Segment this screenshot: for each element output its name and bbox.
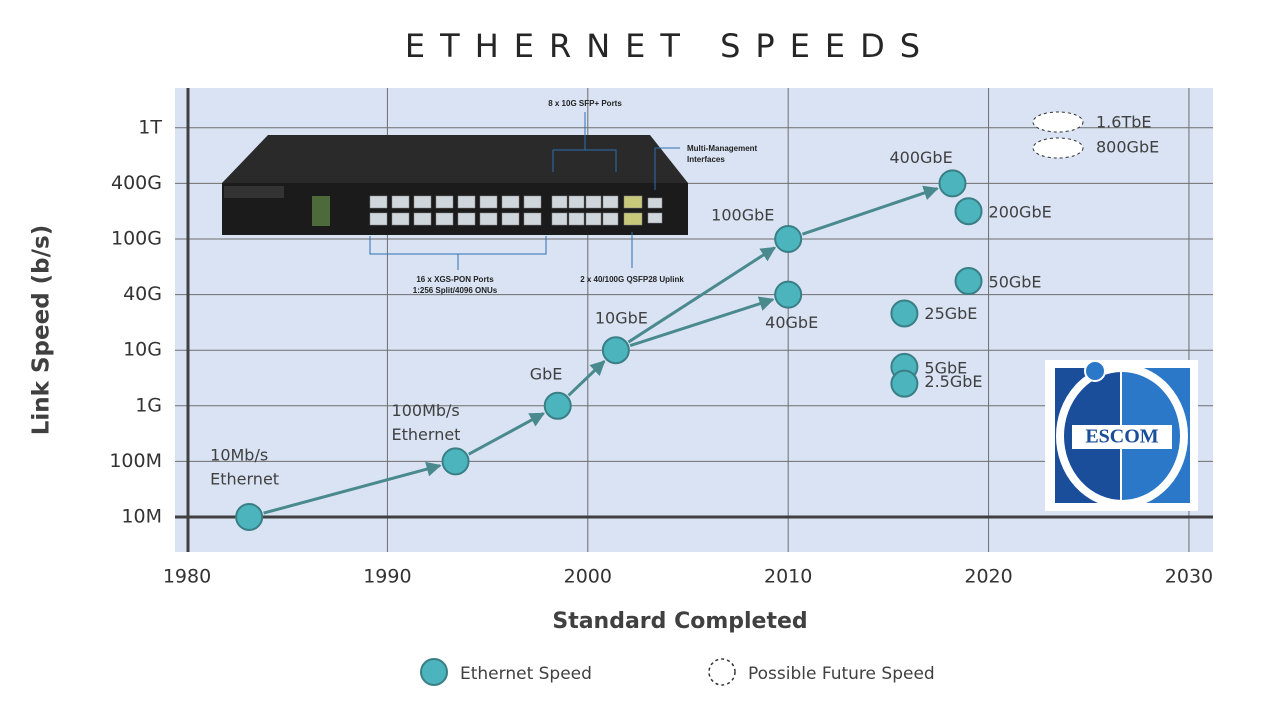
y-axis-title: Link Speed (b/s) [29,225,55,436]
x-tick-label: 2010 [764,566,812,588]
point-label: 5GbE [924,358,967,377]
annotation: Multi-Management [687,144,758,153]
x-axis-title: Standard Completed [552,609,807,634]
data-point [235,503,264,531]
future-label: 1.6TbE [1096,113,1151,132]
legend-label: Possible Future Speed [748,664,935,684]
data-point [441,447,470,476]
annotation: 2 x 40/100G QSFP28 Uplink [580,275,684,284]
point-label: 50GbE [989,273,1042,292]
y-tick-label: 100G [111,228,162,250]
data-point [601,336,630,365]
y-tick-label: 40G [123,283,162,305]
data-point [890,299,919,328]
x-tick-label: 1980 [163,566,211,588]
y-tick-label: 10G [123,339,162,361]
point-label: 10Mb/s [210,446,268,465]
data-point [774,225,803,253]
point-label: 10GbE [595,309,648,328]
point-label: 40GbE [765,313,818,332]
trend-arrow [629,296,775,348]
data-point [774,280,803,309]
y-tick-label: 1T [138,116,162,138]
point-label: GbE [530,364,563,383]
y-tick-label: 400G [111,172,162,194]
trend-arrow [467,412,546,456]
future-marker [1032,111,1084,133]
point-label: 25GbE [924,304,977,323]
data-point [938,169,967,198]
point-label: 200GbE [989,203,1052,222]
x-tick-label: 2000 [564,566,612,588]
point-label: 2.5GbE [924,372,982,391]
point-label: Ethernet [392,425,461,444]
legend-marker [708,658,736,686]
data-point [954,267,983,296]
switch-image: 8 x 10G SFP+ Ports Multi-Management Inte… [222,99,758,295]
future-label: 800GbE [1096,138,1159,157]
logo-text: ESCOM [1085,426,1158,448]
annotation: Interfaces [687,155,725,164]
y-tick-label: 10M [121,506,162,528]
data-point [954,197,983,226]
data-point [890,369,919,398]
point-label: 100Mb/s [392,401,460,420]
legend-marker [420,658,448,686]
trend-arrow [263,461,442,515]
point-label: 100GbE [711,206,774,225]
y-tick-label: 100M [109,450,162,472]
data-point [543,391,572,420]
point-label: 400GbE [889,148,952,167]
trend-arrow [801,185,939,236]
y-tick-label: 1G [135,394,162,416]
x-tick-label: 2020 [964,566,1012,588]
annotation: 1:256 Split/4096 ONUs [413,286,498,295]
chart-title: ETHERNET SPEEDS [405,27,935,65]
point-label: Ethernet [210,470,279,489]
trend-arrow [627,246,776,344]
logo: ESCOM [1045,360,1198,511]
trend-arrow [567,360,606,397]
legend-label: Ethernet Speed [460,664,592,684]
annotation: 8 x 10G SFP+ Ports [548,99,622,108]
x-tick-label: 2030 [1165,566,1213,588]
annotation: 16 x XGS-PON Ports [416,275,494,284]
future-marker [1032,137,1084,159]
x-tick-label: 1990 [363,566,411,588]
